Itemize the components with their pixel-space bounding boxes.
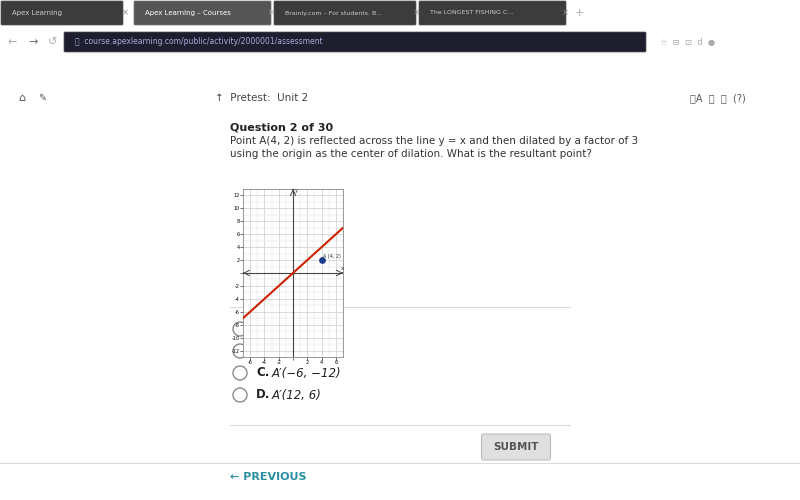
Text: →: → [28, 37, 38, 47]
Text: Apex Learning: Apex Learning [730, 65, 800, 75]
Text: The LONGEST FISHING C...: The LONGEST FISHING C... [430, 10, 514, 16]
Text: ↑  Pretest:  Unit 2: ↑ Pretest: Unit 2 [215, 93, 308, 103]
Text: SUBMIT: SUBMIT [494, 442, 538, 452]
Text: ×: × [122, 8, 129, 18]
Text: ↺: ↺ [48, 37, 58, 47]
Text: ×: × [562, 8, 569, 18]
Text: A (4, 2): A (4, 2) [323, 254, 341, 260]
Text: 🔒  course.apexlearning.com/public/activity/2000001/assessment: 🔒 course.apexlearning.com/public/activit… [75, 38, 322, 46]
Text: +: + [575, 8, 584, 18]
Text: Brainly.com – For students. B...: Brainly.com – For students. B... [285, 10, 382, 16]
FancyBboxPatch shape [64, 32, 646, 52]
Text: ☆  ⊟  ⊡  d  ●: ☆ ⊟ ⊡ d ● [660, 38, 715, 46]
Text: D.: D. [256, 388, 270, 402]
Text: A.: A. [256, 322, 270, 336]
Text: A′(6, −12): A′(6, −12) [272, 322, 332, 336]
Text: y: y [295, 188, 298, 193]
Text: Point A(4, 2) is reflected across the line y = x and then dilated by a factor of: Point A(4, 2) is reflected across the li… [230, 136, 638, 146]
FancyBboxPatch shape [482, 434, 550, 460]
Text: ⌂: ⌂ [18, 93, 25, 103]
Text: ←: ← [8, 37, 18, 47]
FancyBboxPatch shape [134, 1, 271, 25]
Text: ≡: ≡ [22, 64, 33, 76]
Text: Apex Learning – Courses: Apex Learning – Courses [145, 10, 231, 16]
FancyBboxPatch shape [1, 1, 123, 25]
Text: A′(12, 6): A′(12, 6) [272, 388, 322, 402]
Text: ← PREVIOUS: ← PREVIOUS [230, 472, 306, 482]
Text: ×: × [268, 8, 275, 18]
Text: using the origin as the center of dilation. What is the resultant point?: using the origin as the center of dilati… [230, 149, 592, 159]
Text: A′(6, 12): A′(6, 12) [272, 344, 322, 358]
Text: A′(−6, −12): A′(−6, −12) [272, 366, 342, 380]
Text: 文A  👤  🖨  (?): 文A 👤 🖨 (?) [690, 93, 746, 103]
Text: Apex Learning: Apex Learning [12, 10, 62, 16]
Text: C.: C. [256, 366, 270, 380]
Text: ✎: ✎ [38, 93, 46, 103]
Point [315, 256, 328, 264]
FancyBboxPatch shape [419, 1, 566, 25]
Text: x: x [341, 266, 344, 271]
Text: Geometry Sem 2: Geometry Sem 2 [40, 64, 157, 76]
Text: B.: B. [256, 344, 270, 358]
Text: Question 2 of 30: Question 2 of 30 [230, 122, 333, 132]
Text: ×: × [413, 8, 420, 18]
FancyBboxPatch shape [274, 1, 416, 25]
